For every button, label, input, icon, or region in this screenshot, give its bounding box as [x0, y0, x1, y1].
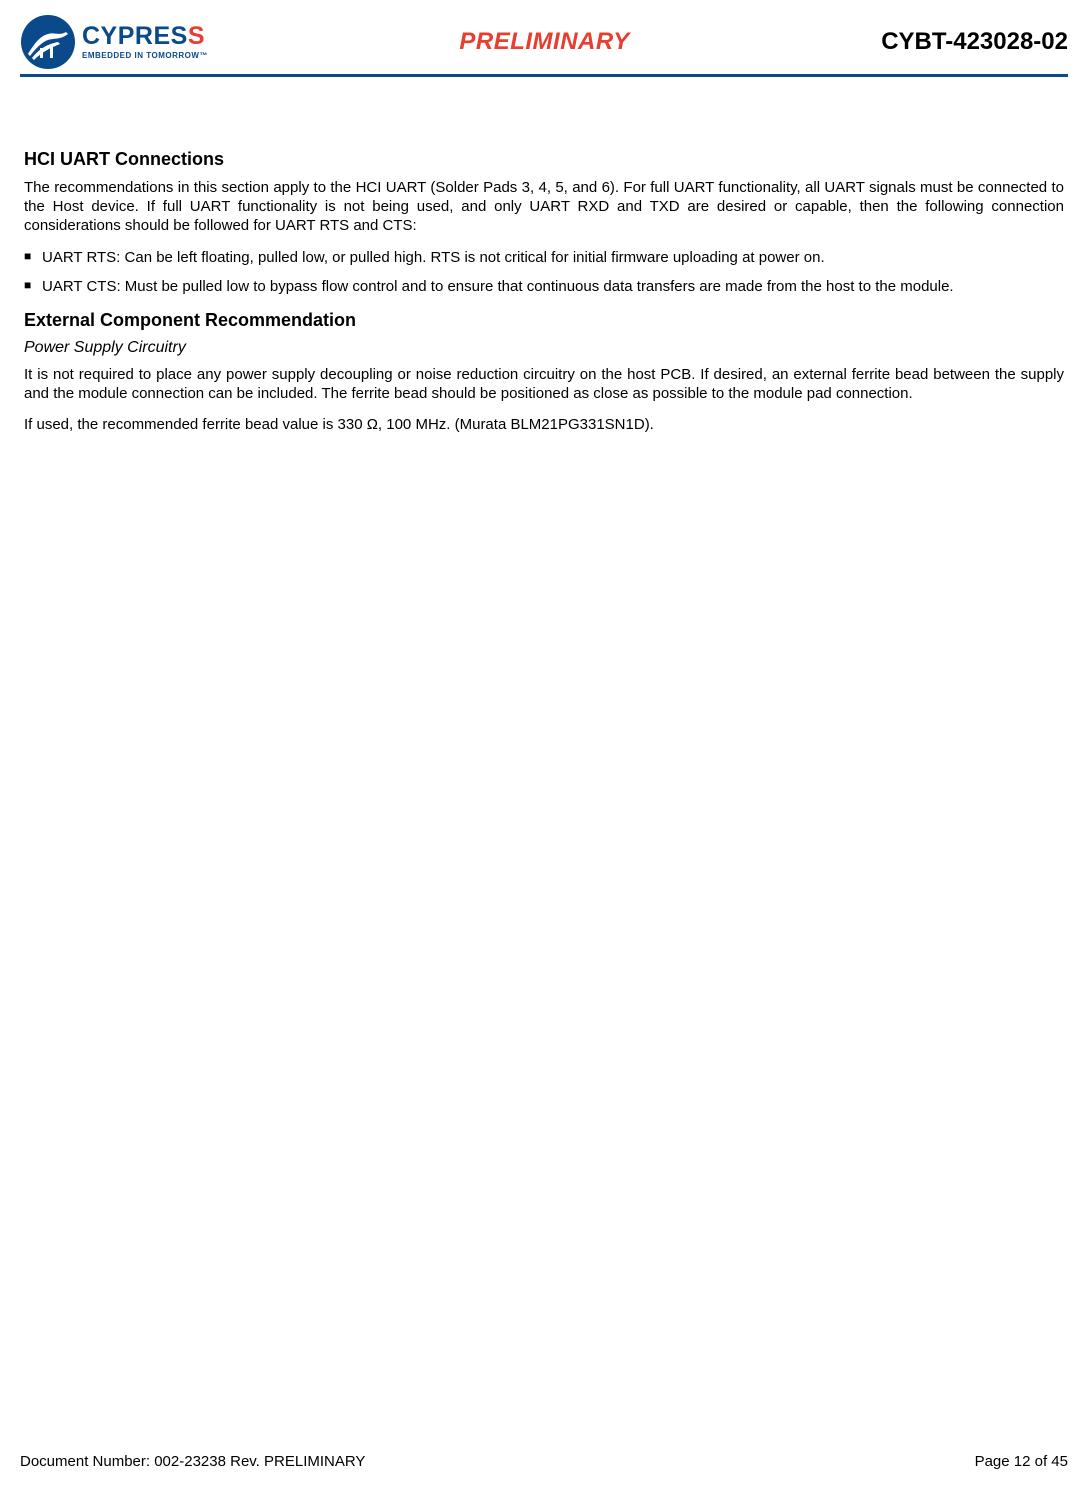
power-supply-para2: If used, the recommended ferrite bead va…: [24, 415, 1064, 434]
bullet-uart-cts: UART CTS: Must be pulled low to bypass f…: [24, 277, 1064, 296]
section-hci-uart-para: The recommendations in this section appl…: [24, 178, 1064, 236]
section-ext-comp-title: External Component Recommendation: [24, 310, 1064, 331]
logo-word-blue: CYPRES: [82, 22, 188, 50]
cypress-logo-icon: [20, 14, 76, 70]
doc-number: Document Number: 002-23238 Rev. PRELIMIN…: [20, 1453, 365, 1470]
header-left: CYPRESS EMBEDDED IN TOMORROW™: [20, 14, 208, 70]
page-number: Page 12 of 45: [975, 1453, 1068, 1470]
preliminary-label: PRELIMINARY: [459, 28, 629, 55]
page-footer: Document Number: 002-23238 Rev. PRELIMIN…: [20, 1453, 1068, 1470]
power-supply-para1: It is not required to place any power su…: [24, 365, 1064, 403]
section-hci-uart-title: HCI UART Connections: [24, 149, 1064, 170]
logo-word-red: S: [188, 22, 205, 50]
subsection-power-supply: Power Supply Circuitry: [24, 339, 1064, 357]
page: CYPRESS EMBEDDED IN TOMORROW™ PRELIMINAR…: [0, 0, 1088, 1494]
page-header: CYPRESS EMBEDDED IN TOMORROW™ PRELIMINAR…: [20, 12, 1068, 72]
header-center: PRELIMINARY: [208, 28, 881, 56]
logo-tagline: EMBEDDED IN TOMORROW™: [82, 51, 208, 60]
cypress-logo: CYPRESS EMBEDDED IN TOMORROW™: [20, 14, 208, 70]
uart-bullet-list: UART RTS: Can be left floating, pulled l…: [24, 248, 1064, 296]
content: HCI UART Connections The recommendations…: [20, 77, 1068, 435]
part-number: CYBT-423028-02: [881, 28, 1068, 56]
logo-wordmark: CYPRESS: [82, 24, 208, 49]
logo-text: CYPRESS EMBEDDED IN TOMORROW™: [82, 24, 208, 60]
bullet-uart-rts: UART RTS: Can be left floating, pulled l…: [24, 248, 1064, 267]
